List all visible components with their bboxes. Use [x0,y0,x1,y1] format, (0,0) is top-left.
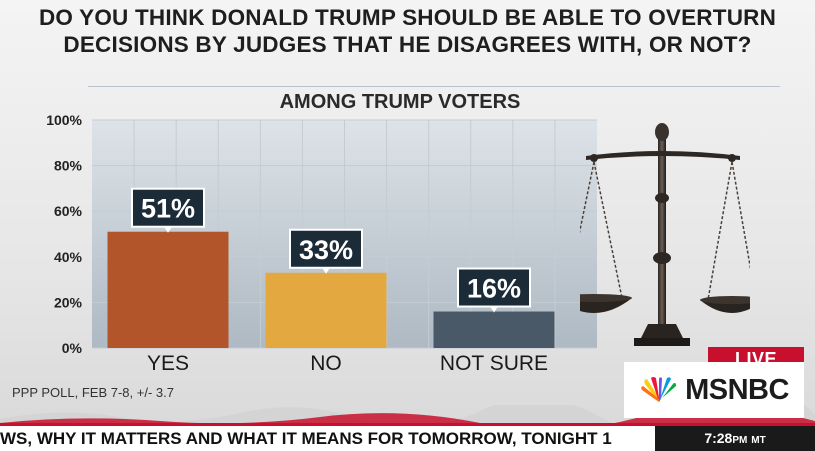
y-tick-label: 60% [54,203,83,219]
category-label: YES [147,352,189,375]
data-label: 33% [299,235,353,265]
data-label-pointer [490,306,498,313]
title-line-1: DO YOU THINK DONALD TRUMP SHOULD BE ABLE… [38,5,777,30]
clock-ampm: PM [732,435,748,446]
data-label: 16% [467,274,521,304]
clock-zone: MT [751,435,766,446]
scales-of-justice-icon [580,123,750,346]
ticker-text: WS, WHY IT MATTERS AND WHAT IT MEANS FOR… [0,429,612,448]
y-tick-label: 0% [62,340,83,356]
bar-not-sure [433,311,555,348]
y-tick-label: 80% [54,158,83,174]
y-tick-label: 100% [46,112,82,128]
category-label: NO [310,352,342,375]
clock-time: 7:28 [704,430,733,446]
data-label-pointer [322,267,330,274]
peacock-icon [641,377,677,402]
news-ticker: WS, WHY IT MATTERS AND WHAT IT MEANS FOR… [0,423,815,451]
chart-subtitle: AMONG TRUMP VOTERS [279,91,521,113]
clock: 7:28PM MT [655,426,815,451]
bar-no [265,272,387,348]
poll-source: PPP POLL, FEB 7-8, +/- 3.7 [12,385,174,400]
ticker-decoration [0,405,815,425]
y-tick-label: 40% [54,249,83,265]
title-line-2: DECISIONS BY JUDGES THAT HE DISAGREES WI… [63,32,752,57]
network-logo: MSNBC [624,362,804,418]
data-label: 51% [141,194,195,224]
y-tick-label: 20% [54,294,83,310]
title-divider [88,86,780,87]
data-label-pointer [164,226,172,233]
category-label: NOT SURE [440,352,548,375]
data-label-box [457,267,531,308]
network-name: MSNBC [685,373,789,406]
chart-title: DO YOU THINK DONALD TRUMP SHOULD BE ABLE… [0,4,815,58]
bar-yes [107,231,229,348]
data-label-box [131,187,205,228]
